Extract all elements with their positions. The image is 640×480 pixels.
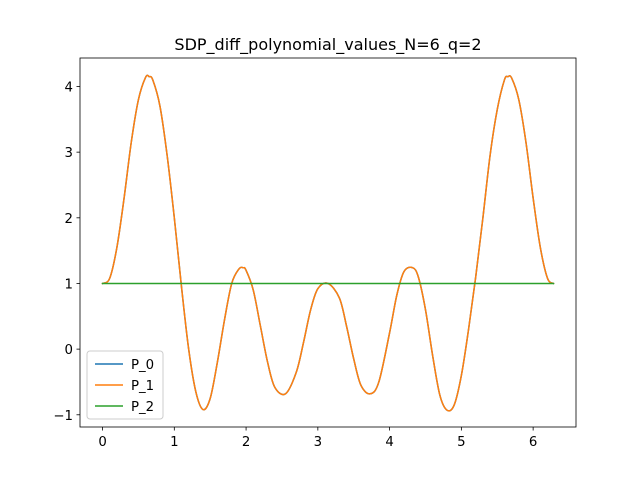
y-tick-label: 2 bbox=[65, 212, 73, 227]
x-tick-label: 6 bbox=[529, 435, 537, 450]
y-tick-label: 3 bbox=[65, 146, 73, 161]
chart-title: SDP_diff_polynomial_values_N=6_q=2 bbox=[174, 35, 481, 55]
x-tick-label: 1 bbox=[170, 435, 178, 450]
x-tick-label: 4 bbox=[385, 435, 393, 450]
y-tick-label: 0 bbox=[65, 343, 73, 358]
x-tick-label: 0 bbox=[98, 435, 106, 450]
legend-box bbox=[86, 350, 164, 420]
legend-label: P_1 bbox=[131, 379, 154, 394]
legend: P_0 P_1 P_2 bbox=[86, 350, 164, 420]
legend-label: P_0 bbox=[131, 358, 154, 373]
x-tick-label: 3 bbox=[314, 435, 322, 450]
series-layer bbox=[101, 74, 555, 412]
legend-label: P_2 bbox=[131, 400, 154, 415]
plot-frame bbox=[79, 57, 577, 428]
y-tick-label: 4 bbox=[65, 80, 73, 95]
y-tick-label: −1 bbox=[53, 409, 73, 424]
ticks-layer: 0 1 2 3 4 5 6 −1 0 1 2 3 4 bbox=[53, 80, 537, 450]
x-tick-label: 5 bbox=[457, 435, 465, 450]
series-line-p-1 bbox=[101, 74, 555, 412]
x-tick-label: 2 bbox=[242, 435, 250, 450]
y-tick-label: 1 bbox=[65, 277, 73, 292]
